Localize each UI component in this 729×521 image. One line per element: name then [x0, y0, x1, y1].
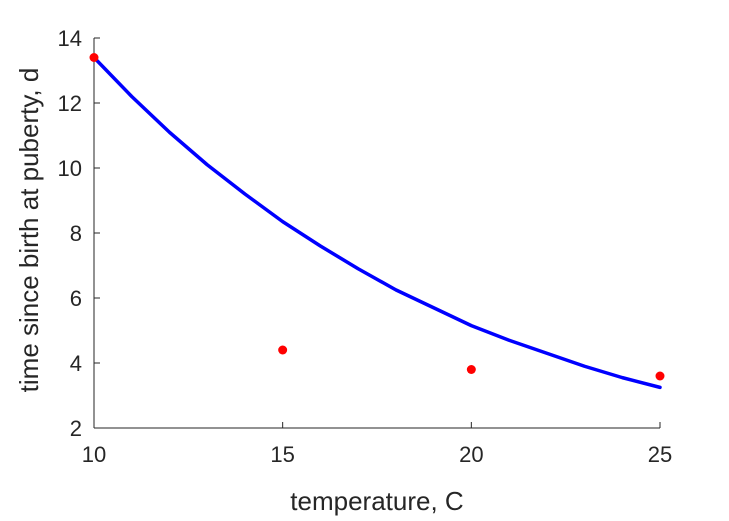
axes — [93, 38, 660, 429]
x-tick-label: 20 — [459, 442, 483, 467]
y-tick-label: 14 — [58, 26, 82, 51]
y-tick-label: 12 — [58, 91, 82, 116]
y-tick-label: 10 — [58, 156, 82, 181]
y-tick-label: 2 — [70, 416, 82, 441]
plot-area — [89, 53, 665, 390]
y-tick-label: 4 — [70, 351, 82, 376]
y-axis-label: time since birth at puberty, d — [14, 68, 44, 393]
x-ticks: 10 15 20 25 — [82, 422, 672, 467]
x-tick-label: 25 — [648, 442, 672, 467]
y-tick-label: 8 — [70, 221, 82, 246]
data-point — [89, 53, 99, 62]
data-point — [655, 371, 665, 381]
x-axis-label: temperature, C — [290, 486, 463, 516]
x-tick-label: 10 — [82, 442, 106, 467]
y-ticks: 2 4 6 8 10 12 14 — [58, 26, 100, 441]
y-tick-label: 6 — [70, 286, 82, 311]
data-point — [466, 365, 476, 374]
x-tick-label: 15 — [270, 442, 294, 467]
fit-curve — [92, 55, 662, 390]
data-point — [278, 345, 288, 355]
